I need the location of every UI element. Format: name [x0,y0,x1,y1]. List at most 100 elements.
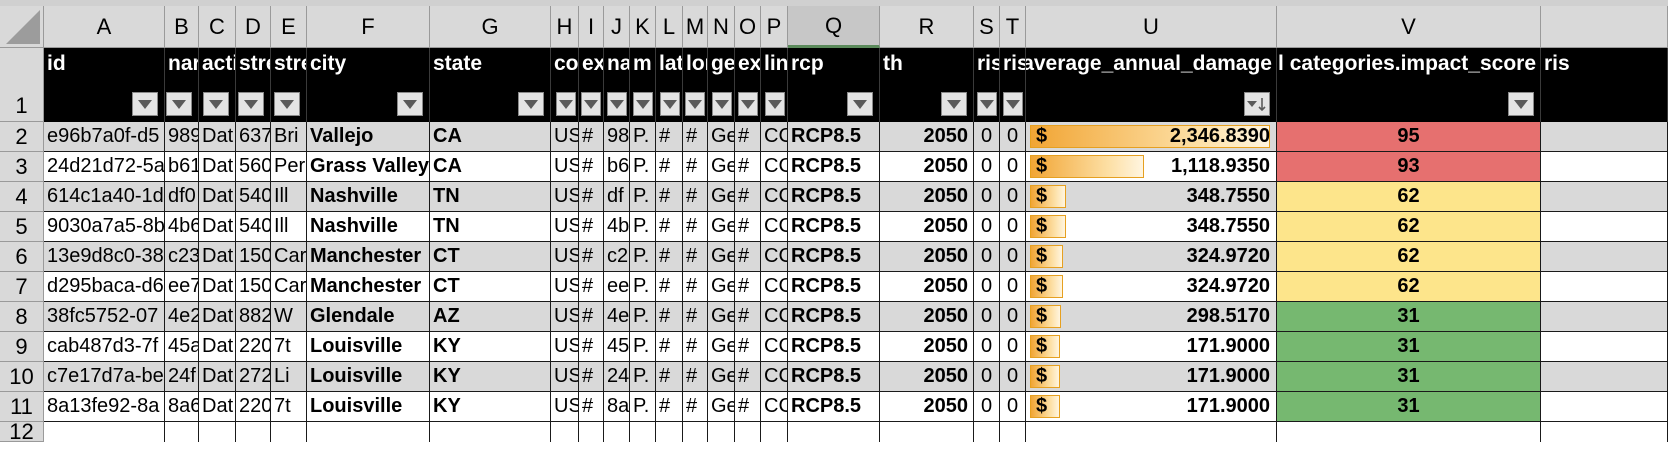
table-cell[interactable]: 7t [271,332,307,362]
id-cell[interactable]: 8a13fe92-8a [44,392,165,422]
table-cell[interactable] [880,422,974,442]
table-cell[interactable] [630,422,656,442]
table-cell[interactable]: 0 [974,242,1000,272]
impact-score-cell[interactable]: 31 [1277,362,1541,392]
city-cell[interactable]: Glendale [307,302,430,332]
table-cell[interactable]: c2 [604,242,630,272]
table-cell[interactable]: 0 [974,182,1000,212]
damage-cell[interactable]: $324.9720 [1026,242,1277,272]
impact-score-cell[interactable]: 93 [1277,152,1541,182]
table-cell[interactable] [271,422,307,442]
table-cell[interactable]: Ge [708,302,735,332]
row-header[interactable]: 8 [0,302,44,332]
table-cell[interactable]: # [579,302,604,332]
filter-button[interactable] [166,92,192,116]
table-cell[interactable]: 0 [1000,212,1026,242]
filter-button[interactable] [274,92,300,116]
table-cell[interactable] [604,422,630,442]
filter-button[interactable] [203,92,229,116]
table-cell[interactable] [1277,422,1541,442]
table-cell[interactable]: Dat [199,152,236,182]
table-cell[interactable]: CC [761,152,788,182]
state-cell[interactable]: AZ [430,302,551,332]
filter-button[interactable] [1508,92,1534,116]
id-cell[interactable]: 9030a7a5-8b [44,212,165,242]
row-header[interactable]: 11 [0,392,44,422]
table-cell[interactable]: US [551,332,579,362]
column-header[interactable]: D [236,6,271,48]
damage-cell[interactable]: $324.9720 [1026,272,1277,302]
id-cell[interactable]: c7e17d7a-be [44,362,165,392]
table-cell[interactable] [1541,122,1668,152]
table-cell[interactable]: 0 [974,152,1000,182]
table-cell[interactable]: P. [630,392,656,422]
table-cell[interactable]: Ge [708,152,735,182]
table-cell[interactable]: # [656,122,683,152]
table-cell[interactable]: 45a [165,332,199,362]
table-cell[interactable]: Ge [708,122,735,152]
damage-cell[interactable]: $171.9000 [1026,332,1277,362]
impact-score-cell[interactable]: 62 [1277,182,1541,212]
table-cell[interactable]: 8a6 [165,392,199,422]
row-header[interactable]: 4 [0,182,44,212]
table-cell[interactable] [236,422,271,442]
table-cell[interactable]: # [735,242,761,272]
row-header[interactable]: 7 [0,272,44,302]
table-cell[interactable]: Dat [199,332,236,362]
table-cell[interactable] [708,422,735,442]
state-cell[interactable]: CT [430,272,551,302]
id-cell[interactable]: 13e9d8c0-38 [44,242,165,272]
filter-button[interactable] [581,92,601,116]
table-cell[interactable] [761,422,788,442]
table-cell[interactable] [44,422,165,442]
row-header[interactable]: 9 [0,332,44,362]
damage-cell[interactable]: $1,118.9350 [1026,152,1277,182]
table-cell[interactable]: CC [761,182,788,212]
year-cell[interactable]: 2050 [880,122,974,152]
table-cell[interactable]: # [579,272,604,302]
table-cell[interactable]: 0 [1000,332,1026,362]
row-header[interactable]: 10 [0,362,44,392]
table-cell[interactable]: # [683,332,708,362]
rcp-cell[interactable]: RCP8.5 [788,272,880,302]
year-cell[interactable]: 2050 [880,392,974,422]
table-cell[interactable] [1541,242,1668,272]
table-cell[interactable]: 0 [974,272,1000,302]
table-cell[interactable] [307,422,430,442]
rcp-cell[interactable]: RCP8.5 [788,392,880,422]
filter-button[interactable] [765,92,785,116]
table-cell[interactable]: 2203 [236,332,271,362]
table-cell[interactable]: US [551,392,579,422]
rcp-cell[interactable]: RCP8.5 [788,332,880,362]
table-cell[interactable]: 0 [974,212,1000,242]
column-header[interactable]: C [199,6,236,48]
table-cell[interactable] [1541,272,1668,302]
filter-button[interactable] [941,92,967,116]
table-cell[interactable] [1541,422,1668,442]
state-cell[interactable]: KY [430,392,551,422]
table-cell[interactable]: 8821 [236,302,271,332]
table-cell[interactable] [683,422,708,442]
table-cell[interactable] [1541,302,1668,332]
year-cell[interactable]: 2050 [880,212,974,242]
state-cell[interactable]: TN [430,212,551,242]
filter-button[interactable] [660,92,680,116]
table-cell[interactable]: # [735,302,761,332]
column-header[interactable]: O [735,6,761,48]
table-cell[interactable]: Bri [271,122,307,152]
table-cell[interactable]: 0 [974,302,1000,332]
row-header[interactable]: 1 [0,48,44,122]
column-header[interactable]: U [1026,6,1277,48]
table-cell[interactable]: P. [630,272,656,302]
filter-button[interactable] [607,92,627,116]
rcp-cell[interactable]: RCP8.5 [788,362,880,392]
table-cell[interactable]: CC [761,122,788,152]
table-cell[interactable]: # [656,242,683,272]
column-header[interactable]: E [271,6,307,48]
table-cell[interactable]: 4e2 [165,302,199,332]
column-header[interactable]: B [165,6,199,48]
table-cell[interactable]: 0 [974,332,1000,362]
year-cell[interactable]: 2050 [880,152,974,182]
city-cell[interactable]: Grass Valley [307,152,430,182]
table-cell[interactable]: 5403 [236,182,271,212]
